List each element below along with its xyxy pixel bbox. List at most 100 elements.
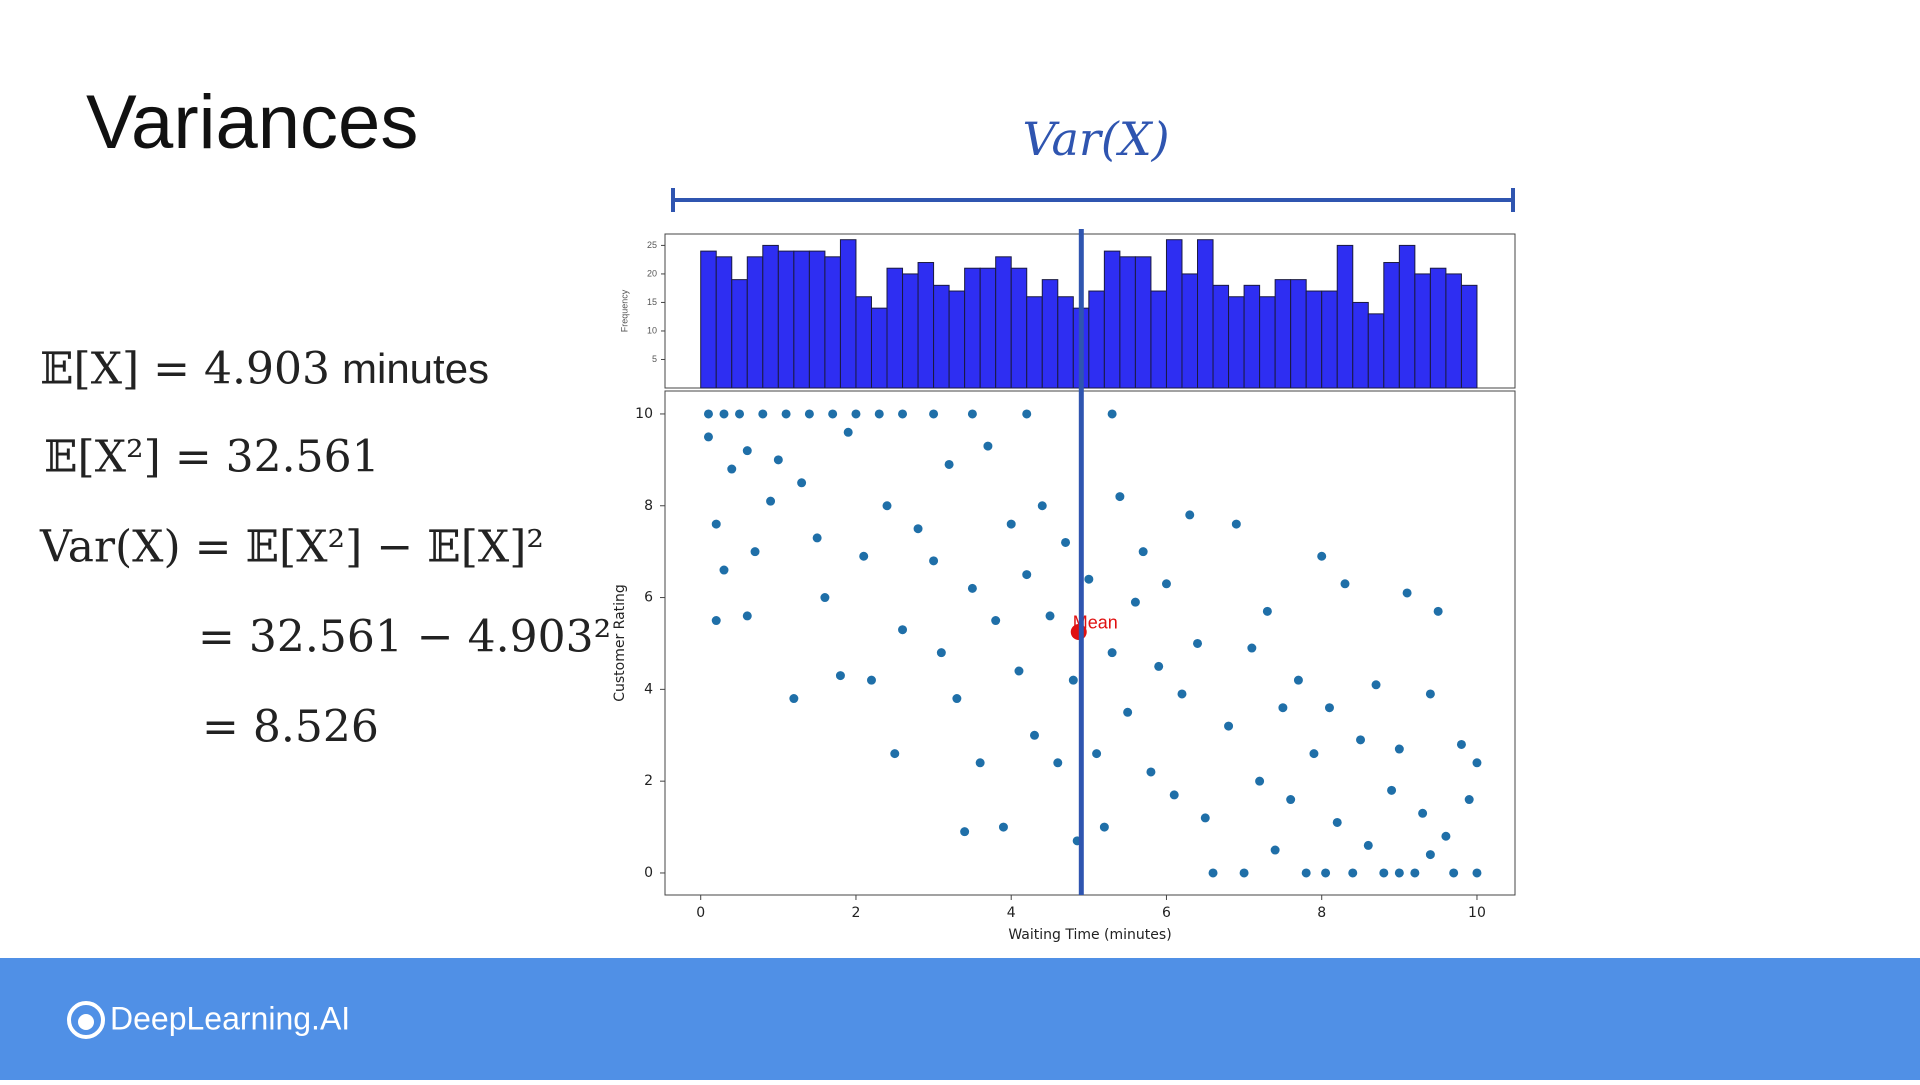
scatter-point — [734, 408, 746, 420]
histogram-bar — [1274, 279, 1292, 389]
y-tick-label: 4 — [644, 681, 653, 697]
histogram-bar — [1445, 273, 1462, 389]
scatter-point — [819, 592, 831, 604]
scatter-point — [1223, 720, 1235, 732]
scatter-point — [827, 408, 839, 420]
scatter-point — [1060, 536, 1072, 548]
scatter-point — [772, 454, 784, 466]
scatter-point — [718, 564, 730, 576]
scatter-point — [842, 426, 854, 438]
histogram-bar — [1243, 284, 1261, 389]
scatter-point — [1355, 734, 1367, 746]
x-tick-label: 10 — [1468, 905, 1486, 921]
footer-band — [0, 958, 1920, 1080]
scatter-point — [1424, 849, 1436, 861]
scatter-point — [997, 821, 1009, 833]
scatter-point — [710, 615, 722, 627]
scatter-point — [1432, 605, 1444, 617]
scatter-point — [834, 670, 846, 682]
scatter-point — [1285, 794, 1297, 806]
scatter-point — [1440, 830, 1452, 842]
histogram-bar — [715, 256, 733, 389]
scatter-point — [1238, 867, 1250, 879]
scatter-point — [1106, 408, 1118, 420]
y-tick-label: 8 — [644, 498, 653, 514]
histogram-bar — [762, 244, 779, 389]
scatter-point — [1230, 518, 1242, 530]
histogram-bar — [1119, 256, 1136, 389]
scatter-point — [858, 550, 870, 562]
histogram-bar — [1336, 244, 1354, 389]
x-tick-label: 2 — [851, 905, 860, 921]
scatter-point — [1184, 509, 1196, 521]
histogram-bar — [1429, 267, 1447, 389]
x-tick-label: 8 — [1317, 905, 1326, 921]
y-tick-label: 25 — [647, 240, 657, 250]
histogram-bar — [1383, 262, 1400, 389]
scatter-point — [1339, 578, 1351, 590]
histogram-bar — [1041, 279, 1059, 389]
scatter-point — [1145, 766, 1157, 778]
histogram-bar — [870, 307, 888, 389]
histogram-bar — [1290, 279, 1307, 389]
logo-text: DeepLearning.AI — [110, 1000, 350, 1036]
scatter-point — [1106, 647, 1118, 659]
scatter-point — [990, 615, 1002, 627]
histogram-bar — [1398, 244, 1416, 389]
scatter-point — [873, 408, 885, 420]
scatter-point — [865, 674, 877, 686]
scatter-point — [1386, 784, 1398, 796]
histogram-bar — [1367, 313, 1385, 389]
formula: 𝔼[X] = 4.903 — [40, 344, 330, 395]
y-tick-label: 10 — [647, 325, 657, 335]
scatter-point — [1471, 867, 1483, 879]
logo-icon-inner — [78, 1014, 94, 1030]
y-tick-label: 20 — [647, 268, 657, 278]
histogram-bar — [855, 296, 872, 389]
histogram-bar — [1088, 290, 1105, 389]
histogram-bar — [1321, 290, 1338, 389]
histogram-bar — [1057, 296, 1074, 389]
scatter-point — [1091, 748, 1103, 760]
scatter-point — [710, 518, 722, 530]
scatter-point — [702, 408, 714, 420]
scatter-point — [1013, 665, 1025, 677]
scatter-point — [1417, 807, 1429, 819]
histogram-bar — [700, 250, 717, 389]
x-tick-label: 4 — [1007, 905, 1016, 921]
scatter-point — [1199, 812, 1211, 824]
scatter-point — [780, 408, 792, 420]
histogram-bar — [777, 250, 795, 389]
histogram-bar — [933, 284, 950, 389]
logo-icon — [67, 1001, 105, 1039]
histogram-bar — [1134, 256, 1152, 389]
histogram-bar — [1165, 239, 1183, 389]
scatter-point — [1021, 408, 1033, 420]
scatter-point — [943, 458, 955, 470]
histogram-bar — [1212, 284, 1230, 389]
scatter-point — [897, 408, 909, 420]
scatter-point — [1098, 821, 1110, 833]
scatter-point — [788, 693, 800, 705]
scatter-point — [803, 408, 815, 420]
scatter-point — [1254, 775, 1266, 787]
histogram-bar — [1010, 267, 1028, 389]
scatter-point — [1424, 688, 1436, 700]
histogram-bar — [964, 267, 981, 389]
scatter-point — [1021, 569, 1033, 581]
scatter-point — [1114, 491, 1126, 503]
formula: 𝔼[X²] = 32.561 — [44, 432, 380, 483]
scatter-point — [1393, 743, 1405, 755]
scatter-point — [928, 408, 940, 420]
slide-title: Variances — [86, 80, 418, 165]
scatter-point — [1122, 706, 1134, 718]
scatter-point — [1300, 867, 1312, 879]
scatter-point — [897, 624, 909, 636]
histogram-bar — [1197, 239, 1214, 389]
scatter-point — [1137, 546, 1149, 558]
scatter-point — [1393, 867, 1405, 879]
scatter-point — [1067, 674, 1079, 686]
formula: Var(X) = 𝔼[X²] − 𝔼[X]² — [39, 522, 544, 573]
scatter-point — [850, 408, 862, 420]
